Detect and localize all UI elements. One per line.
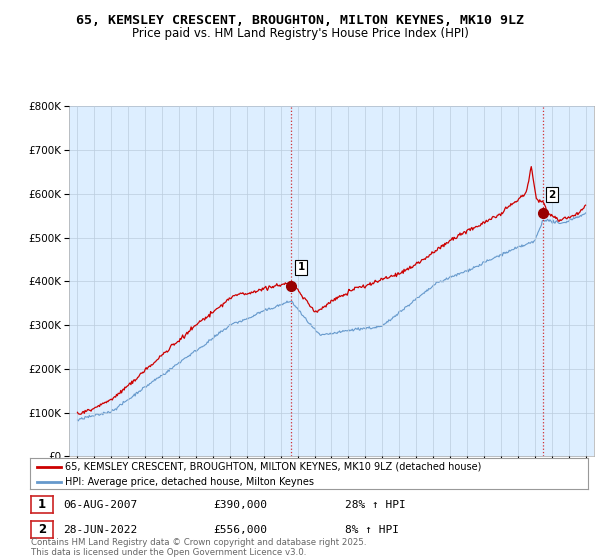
Text: 65, KEMSLEY CRESCENT, BROUGHTON, MILTON KEYNES, MK10 9LZ (detached house): 65, KEMSLEY CRESCENT, BROUGHTON, MILTON …: [65, 461, 481, 472]
Text: 28% ↑ HPI: 28% ↑ HPI: [345, 500, 406, 510]
Text: £390,000: £390,000: [213, 500, 267, 510]
Text: Contains HM Land Registry data © Crown copyright and database right 2025.
This d: Contains HM Land Registry data © Crown c…: [31, 538, 366, 557]
Text: 1: 1: [298, 263, 305, 273]
Text: £556,000: £556,000: [213, 525, 267, 535]
Text: 2: 2: [548, 190, 556, 200]
Text: 2: 2: [38, 523, 46, 536]
Text: Price paid vs. HM Land Registry's House Price Index (HPI): Price paid vs. HM Land Registry's House …: [131, 27, 469, 40]
Text: 28-JUN-2022: 28-JUN-2022: [63, 525, 137, 535]
Text: 65, KEMSLEY CRESCENT, BROUGHTON, MILTON KEYNES, MK10 9LZ: 65, KEMSLEY CRESCENT, BROUGHTON, MILTON …: [76, 14, 524, 27]
Text: 8% ↑ HPI: 8% ↑ HPI: [345, 525, 399, 535]
Text: 06-AUG-2007: 06-AUG-2007: [63, 500, 137, 510]
Text: HPI: Average price, detached house, Milton Keynes: HPI: Average price, detached house, Milt…: [65, 477, 314, 487]
Text: 1: 1: [38, 498, 46, 511]
